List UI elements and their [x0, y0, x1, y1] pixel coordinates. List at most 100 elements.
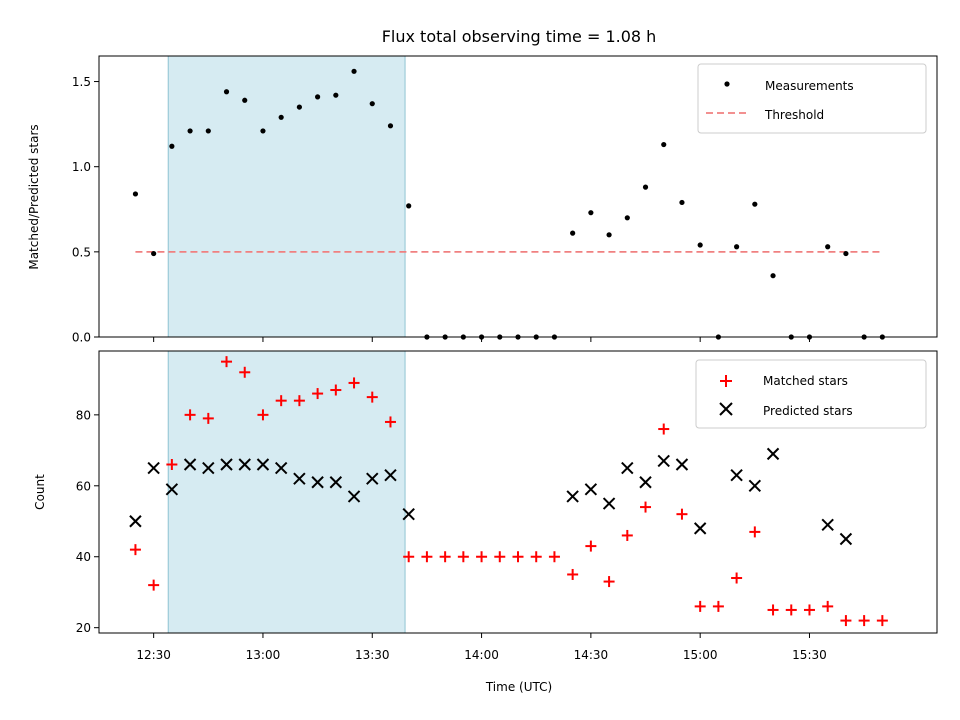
- bottom-y-tick-label: 20: [76, 621, 91, 635]
- predicted-star-point-b: [202, 461, 215, 475]
- top-axes-frame: [98, 55, 938, 338]
- predicted-star-point-b: [584, 483, 598, 496]
- x-tick-label: 14:30: [574, 648, 609, 662]
- predicted-star-point: [329, 476, 343, 489]
- measurements-legend-marker: [724, 81, 730, 87]
- matched-star-point: [184, 409, 196, 421]
- top-y-axis: 0.0 0.5 1.0 1.5: [72, 75, 99, 345]
- measurements-legend-label: Measurements: [765, 79, 854, 93]
- x-tick-label: 15:30: [792, 648, 827, 662]
- matched-legend-marker: [720, 375, 732, 387]
- top-panel: 0.0 0.5 1.0 1.5 Matched/Predicted stars Mea…: [27, 55, 938, 345]
- matched-star-point: [221, 356, 233, 368]
- matched-star-point: [366, 391, 378, 403]
- predicted-star-point-b: [274, 461, 288, 475]
- predicted-star-point-b: [165, 483, 179, 496]
- predicted-star-point-b: [639, 476, 652, 489]
- measurement-point: [151, 250, 157, 257]
- matched-star-point: [348, 377, 360, 389]
- bottom-y-axis-label: Count: [33, 474, 47, 510]
- matched-star-point: [694, 600, 706, 612]
- matched-star-point: [803, 604, 815, 616]
- predicted-star-point-b: [621, 461, 634, 475]
- predicted-star-point-b: [329, 476, 343, 489]
- measurement-point: [606, 232, 612, 238]
- predicted-star-point-b: [366, 472, 379, 485]
- matched-star-point: [822, 600, 834, 612]
- measurement-point: [333, 92, 339, 98]
- predicted-star-point: [602, 497, 616, 510]
- matched-star-point: [129, 544, 141, 556]
- predicted-star-point-b: [293, 472, 306, 485]
- measurement-point: [752, 201, 758, 207]
- matched-star-point: [257, 409, 269, 421]
- predicted-star-point-b: [766, 447, 780, 461]
- matched-star-point: [676, 508, 688, 520]
- bottom-shaded-region: [167, 350, 406, 634]
- measurement-point: [843, 250, 849, 257]
- predicted-star-point: [566, 490, 579, 503]
- matched-star-point: [767, 604, 779, 616]
- measurement-point: [351, 68, 357, 74]
- top-y-axis-label: Matched/Predicted stars: [27, 124, 41, 269]
- top-legend: Measurements Threshold: [697, 63, 927, 134]
- predicted-star-point: [730, 468, 743, 482]
- predicted-star-point-b: [566, 490, 579, 503]
- measurement-point: [679, 199, 685, 206]
- predicted-star-point: [748, 479, 762, 492]
- measurement-point: [205, 128, 211, 134]
- matched-star-point: [239, 366, 251, 378]
- x-tick-label: 13:00: [246, 648, 281, 662]
- x-axis-label: Time (UTC): [485, 680, 552, 694]
- predicted-star-point-b: [256, 458, 270, 471]
- predicted-star-point-b: [238, 458, 251, 471]
- predicted-star-point-b: [402, 507, 415, 521]
- measurement-point: [278, 114, 284, 120]
- predicted-star-point-b: [183, 458, 197, 471]
- threshold-legend-label: Threshold: [764, 108, 824, 122]
- measurement-point: [242, 97, 248, 103]
- matched-star-point: [275, 395, 287, 407]
- measurement-point: [770, 273, 776, 279]
- predicted-star-point: [839, 532, 853, 546]
- predicted-legend-marker: [719, 402, 733, 416]
- top-shaded-region: [167, 55, 406, 338]
- matched-star-point: [731, 572, 743, 584]
- measurement-point: [406, 203, 412, 209]
- bottom-legend-box: [695, 359, 927, 429]
- matched-star-point: [384, 416, 396, 428]
- predicted-star-point-b: [748, 479, 762, 492]
- top-y-tick-label: 0.0: [72, 331, 91, 345]
- measurement-point: [661, 141, 667, 148]
- predicted-star-point-b: [657, 454, 670, 468]
- chart-title: Flux total observing time = 1.08 h: [382, 27, 657, 46]
- bottom-y-tick-label: 60: [76, 479, 91, 493]
- top-x-ticks: [153, 337, 810, 342]
- matched-star-point: [840, 615, 852, 627]
- bottom-y-tick-label: 40: [76, 550, 91, 564]
- matched-star-point: [567, 568, 579, 580]
- measurement-point: [132, 191, 139, 197]
- matched-star-point: [457, 551, 469, 563]
- top-y-tick-label: 1.0: [72, 160, 91, 174]
- matched-star-point: [603, 576, 615, 588]
- predicted-star-point: [183, 458, 197, 471]
- predicted-star-point-b: [675, 458, 689, 471]
- predicted-star-point: [220, 458, 233, 471]
- measurement-point: [315, 94, 321, 100]
- predicted-star-point-b: [129, 515, 142, 528]
- matched-legend-label: Matched stars: [763, 374, 848, 388]
- predicted-star-point-b: [384, 468, 397, 482]
- matched-star-point: [421, 551, 433, 563]
- measurement-point: [624, 215, 630, 221]
- measurement-point: [296, 104, 302, 110]
- bottom-x-axis: 12:30 13:00 13:30 14:00 14:30 15:00 15:30: [136, 633, 827, 662]
- matched-star-point: [640, 501, 652, 513]
- predicted-star-point: [366, 472, 379, 485]
- matched-star-point: [712, 600, 724, 612]
- measurement-point: [734, 244, 740, 250]
- predicted-star-point: [165, 483, 179, 496]
- matched-star-point: [876, 615, 888, 627]
- predicted-star-point: [238, 458, 251, 471]
